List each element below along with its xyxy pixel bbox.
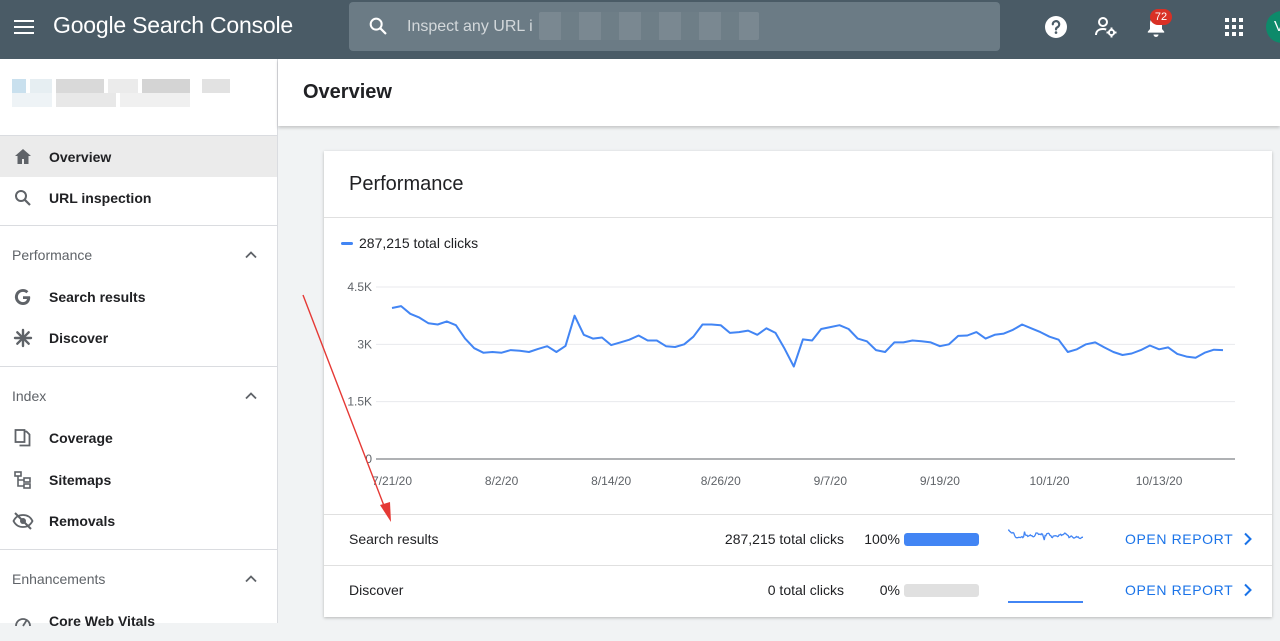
- chevron-right-icon: [1244, 583, 1253, 597]
- search-icon[interactable]: [367, 15, 389, 37]
- search-input[interactable]: [407, 14, 967, 40]
- chart-legend[interactable]: 287,215 total clicks: [341, 235, 478, 251]
- open-report-button[interactable]: OPEN REPORT: [1125, 531, 1253, 547]
- row-name: Search results: [349, 531, 439, 547]
- row-percent: 100%: [864, 531, 900, 547]
- performance-card: Performance 287,215 total clicks 0 1.5K 3K…: [324, 151, 1272, 617]
- help-icon[interactable]: [1043, 14, 1069, 40]
- row-percent: 0%: [879, 582, 900, 598]
- open-report-label: OPEN REPORT: [1125, 531, 1234, 547]
- sidebar-item-core-web-vitals[interactable]: Core Web Vitals: [0, 600, 277, 641]
- report-row-discover: Discover 0 total clicks 0% OPEN REPORT: [324, 566, 1272, 616]
- sidebar-item-label: Overview: [49, 148, 112, 165]
- search-icon: [12, 187, 34, 209]
- x-tick-label: 8/2/20: [485, 474, 519, 488]
- sidebar-item-search-results[interactable]: Search results: [0, 276, 277, 317]
- sidebar-item-removals[interactable]: Removals: [0, 500, 277, 541]
- sidebar-item-label: Core Web Vitals: [49, 612, 156, 629]
- chevron-up-icon[interactable]: [243, 247, 259, 263]
- copy-pages-icon: [12, 427, 34, 449]
- chevron-up-icon[interactable]: [243, 571, 259, 587]
- sparkline-search-results: [1008, 529, 1084, 541]
- section-label: Index: [12, 388, 47, 404]
- open-report-button[interactable]: OPEN REPORT: [1125, 582, 1253, 598]
- series-line-clicks: [391, 305, 1224, 368]
- divider: [324, 565, 1272, 566]
- redacted-url: [539, 12, 759, 40]
- y-tick-label: 1.5K: [347, 395, 372, 409]
- url-inspect-search[interactable]: [349, 2, 1000, 51]
- legend-swatch: [341, 241, 353, 245]
- sparkline: [1008, 529, 1084, 541]
- report-row-search-results: Search results 287,215 total clicks 100%…: [324, 515, 1272, 565]
- divider: [0, 225, 277, 226]
- sidebar-item-sitemaps[interactable]: Sitemaps: [0, 459, 277, 500]
- google-g-icon: [12, 286, 34, 308]
- eye-off-icon: [12, 510, 34, 532]
- section-index[interactable]: Index: [0, 378, 277, 414]
- speed-gauge-icon: [12, 610, 34, 632]
- page-title: Overview: [303, 81, 392, 103]
- sidebar-item-coverage[interactable]: Coverage: [0, 417, 277, 458]
- sitemap-icon: [12, 469, 34, 491]
- sidebar-item-label: Coverage: [49, 429, 113, 446]
- sidebar: Overview URL inspection Performance Sear…: [0, 59, 278, 629]
- sidebar-item-label: Search results: [49, 288, 146, 305]
- open-report-label: OPEN REPORT: [1125, 582, 1234, 598]
- asterisk-icon: [12, 327, 34, 349]
- avatar[interactable]: V: [1266, 11, 1280, 43]
- divider: [324, 217, 1272, 218]
- section-performance[interactable]: Performance: [0, 237, 277, 273]
- section-enhancements[interactable]: Enhancements: [0, 561, 277, 597]
- chevron-right-icon: [1244, 532, 1253, 546]
- row-clicks: 287,215 total clicks: [724, 531, 844, 547]
- x-tick-label: 8/14/20: [591, 474, 631, 488]
- apps-grid-icon[interactable]: [1221, 14, 1247, 40]
- page-header: Overview: [278, 59, 1280, 126]
- sparkline: [1008, 601, 1083, 603]
- legend-label: 287,215 total clicks: [359, 235, 479, 251]
- x-tick-label: 10/13/20: [1136, 474, 1183, 488]
- sidebar-item-url-inspection[interactable]: URL inspection: [0, 177, 277, 218]
- sidebar-item-label: Sitemaps: [49, 471, 112, 488]
- chevron-up-icon[interactable]: [243, 388, 259, 404]
- x-tick-label: 7/21/20: [372, 474, 412, 488]
- divider: [0, 549, 277, 550]
- row-name: Discover: [349, 582, 404, 598]
- divider: [0, 366, 277, 367]
- card-title: Performance: [349, 173, 464, 195]
- clicks-line-chart[interactable]: 0 1.5K 3K 4.5K 7/21/20 8/2/20 8/14/20 8/26/20 9/…: [324, 271, 1272, 501]
- divider: [324, 514, 1272, 515]
- x-tick-label: 10/1/20: [1029, 474, 1069, 488]
- home-icon: [12, 146, 34, 168]
- share-bar: [904, 533, 979, 546]
- share-bar-fill: [904, 533, 979, 546]
- y-tick-label: 0: [365, 452, 372, 466]
- share-bar: [904, 584, 979, 597]
- sidebar-item-label: Removals: [49, 512, 116, 529]
- section-label: Performance: [12, 247, 93, 263]
- sidebar-item-overview[interactable]: Overview: [0, 136, 277, 177]
- user-settings-icon[interactable]: [1093, 14, 1119, 40]
- sidebar-item-label: Discover: [49, 329, 109, 346]
- x-tick-label: 9/7/20: [814, 474, 848, 488]
- x-tick-label: 9/19/20: [920, 474, 960, 488]
- app-title[interactable]: Google Search Console: [53, 12, 294, 38]
- y-tick-label: 3K: [357, 337, 372, 351]
- y-tick-label: 4.5K: [347, 280, 372, 294]
- sidebar-item-label: URL inspection: [49, 189, 152, 206]
- divider: [0, 135, 277, 136]
- top-app-bar: Google Search Console 72 V: [0, 0, 1280, 59]
- menu-icon[interactable]: [12, 16, 36, 40]
- sidebar-item-discover[interactable]: Discover: [0, 317, 277, 358]
- property-selector[interactable]: [12, 79, 264, 107]
- x-tick-label: 8/26/20: [701, 474, 741, 488]
- row-clicks: 0 total clicks: [767, 582, 844, 598]
- section-label: Enhancements: [12, 571, 106, 587]
- notification-count-badge: 72: [1150, 9, 1172, 25]
